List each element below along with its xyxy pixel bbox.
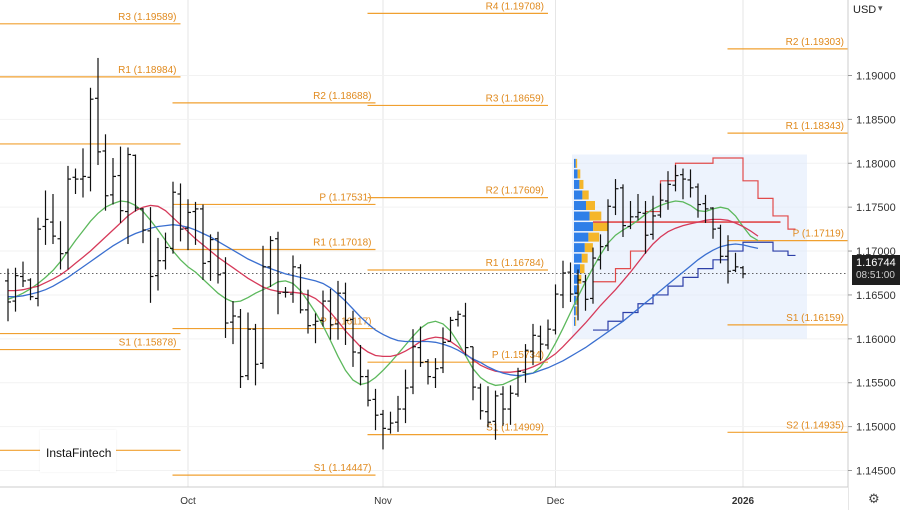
profile-bar-orange xyxy=(579,179,584,189)
pivot-label: R2 (1.17609) xyxy=(486,186,544,197)
pivot-label: P (1.17119) xyxy=(793,229,844,240)
profile-bar-blue xyxy=(574,201,586,211)
price-tick-label: 1.18500 xyxy=(856,114,896,126)
profile-bar-blue xyxy=(574,316,576,326)
moving-average-line xyxy=(7,200,759,387)
time-tick-label: Dec xyxy=(547,496,565,507)
profile-bar-blue xyxy=(574,211,590,221)
profile-bar-orange xyxy=(578,274,582,284)
brand-name: InstaFintech xyxy=(46,446,112,460)
price-tick-label: 1.14500 xyxy=(856,465,896,477)
pivot-label: S1 (1.14909) xyxy=(486,423,544,434)
price-tick-label: 1.15500 xyxy=(856,378,896,390)
profile-bar-blue xyxy=(574,169,578,179)
profile-bar-blue xyxy=(574,243,585,253)
profile-bar-orange xyxy=(581,253,588,263)
bar-countdown: 08:51:00 xyxy=(856,270,895,281)
pivot-label: R2 (1.18688) xyxy=(313,91,371,102)
pivot-label: P (1.15734) xyxy=(492,350,544,361)
price-tick-label: 1.15000 xyxy=(856,422,896,434)
price-bands xyxy=(593,157,796,331)
pivot-label: R3 (1.19589) xyxy=(118,12,176,23)
profile-bar-orange xyxy=(576,295,579,305)
band-lower xyxy=(593,241,796,331)
profile-bar-orange xyxy=(584,243,593,253)
current-price-tag: 1.16744 08:51:00 xyxy=(852,255,900,285)
profile-bar-orange xyxy=(575,158,578,168)
settings-gear-icon[interactable]: ⚙ xyxy=(868,492,880,507)
profile-bar-orange xyxy=(575,316,577,326)
pivot-label: S1 (1.15878) xyxy=(119,338,177,349)
profile-bar-orange xyxy=(589,211,602,221)
time-axis-bg xyxy=(0,487,848,510)
pivot-label: R1 (1.18343) xyxy=(786,121,844,132)
price-tick-label: 1.16000 xyxy=(856,334,896,346)
band-upper xyxy=(593,157,796,283)
pivot-label: S2 (1.14935) xyxy=(786,420,844,431)
profile-background xyxy=(572,154,807,339)
pivot-label: R1 (1.16784) xyxy=(486,258,544,269)
pivot-label: R3 (1.18659) xyxy=(486,93,544,104)
profile-bar-orange xyxy=(575,306,578,316)
time-tick-label: Oct xyxy=(180,496,196,507)
profile-bar-blue xyxy=(574,253,582,263)
profile-bar-orange xyxy=(593,222,608,232)
pivot-label: R1 (1.18984) xyxy=(118,65,176,76)
profile-bar-blue xyxy=(574,306,576,316)
price-tick-label: 1.17500 xyxy=(856,202,896,214)
moving-average-line xyxy=(8,204,759,373)
time-tick-label: Nov xyxy=(374,496,392,507)
profile-bar-blue xyxy=(574,179,580,189)
pivot-label: S1 (1.14447) xyxy=(314,463,372,474)
pivot-levels: R1 (1.18984) R3 (1.19589) R2 (1.18688) P (1… xyxy=(0,1,848,476)
profile-bar-blue xyxy=(574,158,576,168)
profile-bar-blue xyxy=(574,264,580,274)
pivot-label: S1 (1.16159) xyxy=(786,313,844,324)
profile-bar-blue xyxy=(574,274,579,284)
ohlc-bars xyxy=(5,57,746,450)
moving-average-line xyxy=(8,224,759,377)
profile-bar-blue xyxy=(574,295,577,305)
price-tick-label: 1.19000 xyxy=(856,70,896,82)
price-tick-label: 1.16500 xyxy=(856,290,896,302)
pivot-label: R1 (1.17018) xyxy=(313,237,371,248)
pivot-label: P (1.17531) xyxy=(319,192,371,203)
profile-bar-blue xyxy=(574,232,589,242)
currency-selector[interactable]: USD xyxy=(853,4,877,16)
brand-logo: InstaFintech xyxy=(40,430,116,472)
current-price-value: 1.16744 xyxy=(856,257,896,269)
time-tick-label: 2026 xyxy=(732,496,755,507)
profile-bar-blue xyxy=(574,222,594,232)
price-tick-label: 1.18000 xyxy=(856,158,896,170)
moving-averages xyxy=(7,200,759,387)
profile-bar-orange xyxy=(582,190,589,200)
chart-grid xyxy=(0,0,848,487)
pivot-label: R4 (1.19708) xyxy=(486,1,544,12)
pivot-label: R2 (1.19303) xyxy=(786,37,844,48)
time-axis[interactable]: Oct Nov Dec 2026 xyxy=(0,486,848,510)
chevron-down-icon[interactable]: ▾ xyxy=(878,4,883,14)
profile-bar-orange xyxy=(586,201,595,211)
profile-bar-orange xyxy=(580,264,585,274)
profile-bar-orange xyxy=(577,169,581,179)
volume-profile xyxy=(572,154,807,339)
profile-bar-blue xyxy=(574,190,583,200)
profile-bar-orange xyxy=(588,232,600,242)
profile-bar-blue xyxy=(574,285,577,295)
